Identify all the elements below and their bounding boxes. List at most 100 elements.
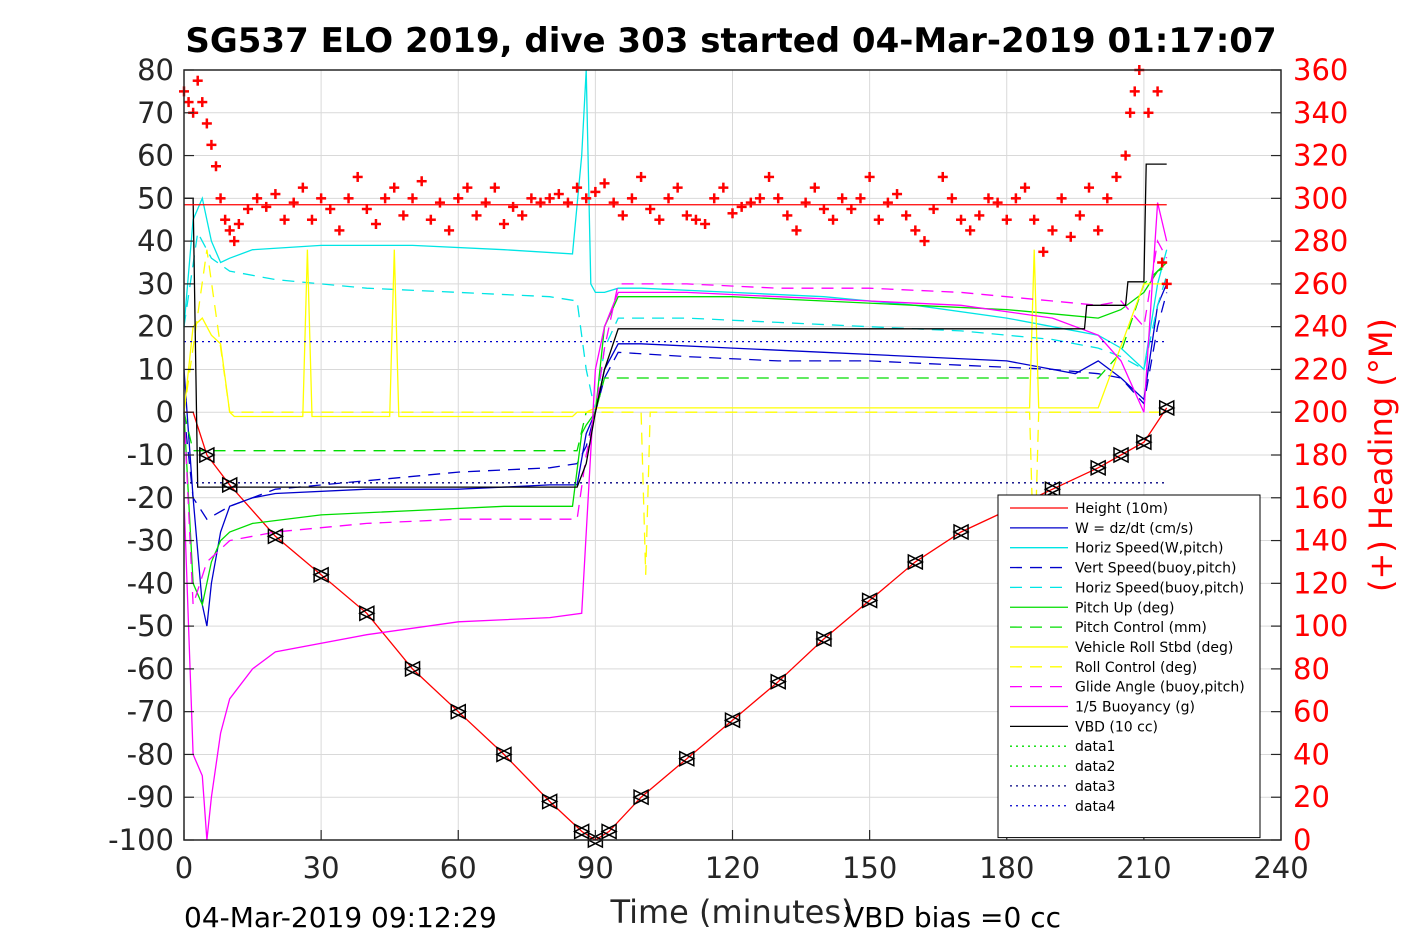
y-tick-label: 70 (137, 96, 174, 130)
y-right-tick-label: 60 (1293, 695, 1330, 729)
heading-marker (553, 189, 564, 200)
heading-marker (846, 204, 857, 215)
y-tick-label: -30 (127, 524, 174, 558)
heading-marker (1093, 225, 1104, 236)
height-marker (449, 703, 467, 720)
series-line (183, 202, 1168, 841)
heading-marker (1074, 210, 1085, 221)
heading-marker (1157, 257, 1168, 268)
heading-marker (901, 210, 912, 221)
series-line (184, 163, 1167, 488)
heading-marker (828, 214, 839, 225)
heading-marker (773, 193, 784, 204)
heading-marker (992, 197, 1003, 208)
y-right-tick-label: 140 (1293, 524, 1348, 558)
y-tick-label: -10 (127, 438, 174, 472)
height-marker (312, 566, 330, 583)
legend-label: Horiz Speed(buoy,pitch) (1075, 580, 1244, 596)
y-tick-label: 80 (137, 53, 174, 87)
heading-marker (782, 210, 793, 221)
height-marker (723, 712, 742, 729)
heading-marker (526, 193, 537, 204)
heading-marker (210, 161, 221, 172)
y-tick-label: -50 (127, 609, 174, 643)
heading-marker (229, 236, 240, 247)
heading-marker (937, 171, 948, 182)
heading-marker (919, 236, 930, 247)
series-line (183, 239, 1168, 605)
heading-layer (179, 65, 1176, 849)
legend-entry: Height (10m) (1010, 501, 1168, 517)
series-layer (183, 69, 1168, 841)
height-marker (1135, 433, 1153, 451)
y-right-tick-label: 300 (1293, 181, 1348, 215)
x-tick-label: 150 (842, 851, 897, 885)
heading-marker (1102, 193, 1113, 204)
heading-marker (1161, 278, 1172, 289)
heading-marker (1038, 246, 1049, 257)
chart-title: SG537 ELO 2019, dive 303 started 04-Mar-… (185, 21, 1276, 61)
footer-vbd-bias: VBD bias =0 cc (845, 901, 1061, 934)
height-marker (1112, 446, 1130, 464)
height-marker (540, 793, 559, 810)
legend-label: data3 (1075, 779, 1115, 795)
heading-marker (617, 210, 628, 221)
height-marker (495, 746, 513, 763)
heading-marker (599, 178, 610, 189)
legend-label: VBD (10 cc) (1075, 719, 1158, 735)
heading-marker (407, 193, 418, 204)
heading-marker (1047, 225, 1058, 236)
heading-marker (581, 193, 592, 204)
legend-entry: VBD (10 cc) (1010, 719, 1158, 735)
legend-label: Pitch Control (mm) (1075, 620, 1207, 636)
y-right-tick-label: 100 (1293, 609, 1348, 643)
heading-marker (288, 197, 299, 208)
heading-marker (1010, 193, 1021, 204)
x-tick-label: 240 (1253, 851, 1308, 885)
y-tick-label: 0 (156, 395, 174, 429)
y-tick-label: -90 (127, 780, 174, 814)
y-tick-label: -40 (127, 566, 174, 600)
heading-marker (316, 193, 327, 204)
legend-entry: Pitch Up (deg) (1010, 600, 1174, 616)
y-right-tick-label: 200 (1293, 395, 1348, 429)
y-tick-label: -60 (127, 652, 174, 686)
series-line (183, 249, 1167, 575)
heading-marker (791, 225, 802, 236)
height-marker (632, 789, 650, 806)
y-right-tick-label: 80 (1293, 652, 1330, 686)
heading-marker (754, 193, 765, 204)
legend-entry: Vert Speed(buoy,pitch) (1010, 561, 1237, 577)
heading-marker (480, 197, 491, 208)
height-marker (1158, 399, 1176, 417)
footer-timestamp: 04-Mar-2019 09:12:29 (184, 901, 497, 934)
legend-entry: data1 (1010, 739, 1115, 755)
heading-marker (242, 204, 253, 215)
heading-marker (183, 97, 194, 108)
legend-label: Pitch Up (deg) (1075, 600, 1174, 616)
y-right-tick-label: 280 (1293, 224, 1348, 258)
heading-marker (855, 193, 866, 204)
legend-label: 1/5 Buoyancy (g) (1075, 700, 1195, 716)
legend-entry: data2 (1010, 759, 1115, 775)
heading-marker (224, 225, 235, 236)
heading-marker (508, 201, 519, 212)
heading-marker (965, 225, 976, 236)
heading-marker (544, 193, 555, 204)
heading-marker (910, 225, 921, 236)
y-tick-label: -80 (127, 737, 174, 771)
legend-entry: Vehicle Roll Stbd (deg) (1010, 640, 1233, 656)
heading-marker (517, 210, 528, 221)
y-right-tick-label: 360 (1293, 53, 1348, 87)
heading-marker (1056, 193, 1067, 204)
heading-marker (389, 182, 400, 193)
legend-label: Horiz Speed(W,pitch) (1075, 541, 1223, 557)
y-right-tick-label: 180 (1293, 438, 1348, 472)
legend-label: Height (10m) (1075, 501, 1168, 517)
legend: Height (10m) W = dz/dt (cm/s) Horiz Speed(… (997, 494, 1261, 839)
heading-marker (535, 197, 546, 208)
y-right-tick-label: 220 (1293, 352, 1348, 386)
legend-label: data2 (1075, 759, 1115, 775)
height-marker (906, 553, 925, 571)
y-tick-label: -70 (127, 695, 174, 729)
